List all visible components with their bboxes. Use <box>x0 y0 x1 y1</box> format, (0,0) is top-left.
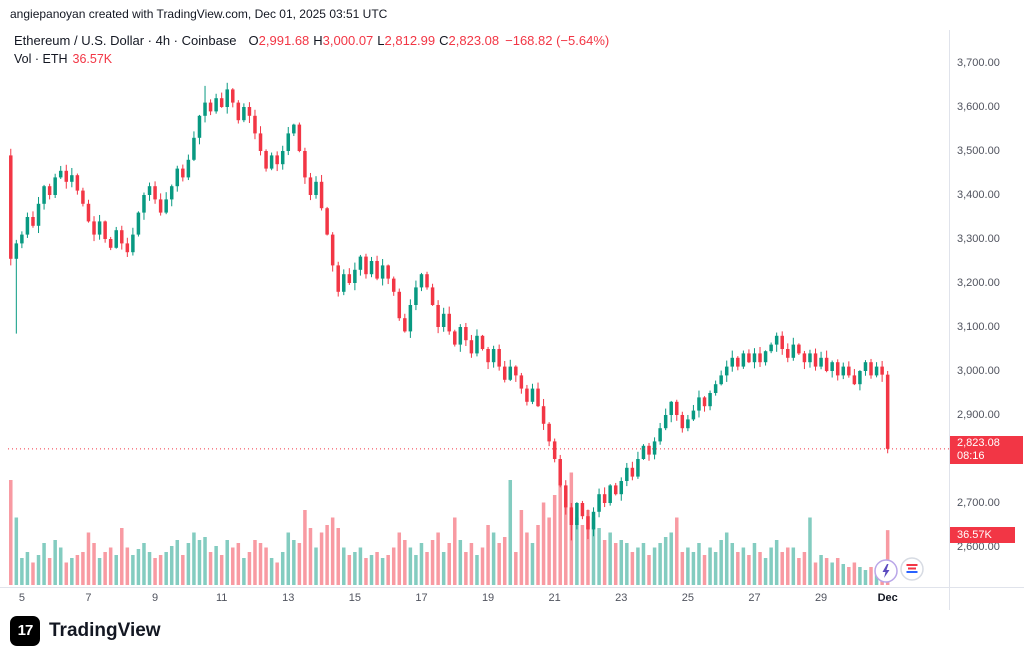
tradingview-logo-text: TradingView <box>49 620 161 641</box>
current-price-value: 2,823.08 <box>957 436 1000 449</box>
candle-countdown: 08:16 <box>957 449 985 462</box>
time-axis[interactable]: 5 7 9 11 13 15 17 19 21 23 25 27 29 Dec <box>0 588 949 612</box>
time-axis-separator <box>0 587 1024 588</box>
time-axis-label: 25 <box>681 592 694 604</box>
price-axis-label: 3,400.00 <box>957 189 1000 201</box>
time-axis-label: 9 <box>152 592 159 604</box>
attribution-text: angiepanoyan created with TradingView.co… <box>10 7 388 21</box>
change-value: −168.82 (−5.64%) <box>505 33 610 48</box>
high-label: H <box>313 33 323 48</box>
price-axis-label: 3,500.00 <box>957 145 1000 157</box>
price-axis-label: 2,600.00 <box>957 541 1000 553</box>
price-axis-label: 2,700.00 <box>957 497 1000 509</box>
time-axis-label: 19 <box>481 592 495 604</box>
volume-series <box>9 472 890 585</box>
low-label: L <box>377 33 385 48</box>
volume-value: 36.57K <box>72 52 113 66</box>
time-axis-label: 27 <box>748 592 761 604</box>
time-axis-label: 29 <box>814 592 828 604</box>
current-price-badge: 2,823.08 08:16 <box>950 435 1023 464</box>
time-axis-label: 23 <box>615 592 628 604</box>
time-axis-label: Dec <box>877 592 898 604</box>
price-axis-label: 3,600.00 <box>957 101 1000 113</box>
price-axis-label: 3,000.00 <box>957 365 1000 377</box>
price-axis-label: 3,200.00 <box>957 277 1000 289</box>
time-axis-label: 17 <box>415 592 428 604</box>
chart-event-icon[interactable] <box>900 557 924 581</box>
time-axis-label: 7 <box>85 592 92 604</box>
symbol-title[interactable]: Ethereum / U.S. Dollar · 4h · Coinbase <box>14 33 237 48</box>
volume-label[interactable]: Vol · ETH <box>14 52 68 66</box>
lightning-event-icon[interactable] <box>874 559 898 583</box>
time-axis-label: 5 <box>18 592 25 604</box>
close-value: 2,823.08 <box>448 33 500 48</box>
open-value: 2,991.68 <box>258 33 310 48</box>
close-label: C <box>439 33 449 48</box>
price-axis[interactable]: 3,700.00 3,600.00 3,500.00 3,400.00 3,300.00… <box>949 0 1024 587</box>
open-label: O <box>248 33 259 48</box>
tradingview-logo[interactable]: 17 TradingView <box>10 616 161 646</box>
high-value: 3,000.07 <box>322 33 374 48</box>
candle-series <box>9 82 890 541</box>
volume-badge: 36.57K <box>950 527 1015 543</box>
time-axis-label: 21 <box>548 592 561 604</box>
time-axis-label: 11 <box>215 592 228 604</box>
low-value: 2,812.99 <box>384 33 436 48</box>
tradingview-logo-icon: 17 <box>10 616 40 646</box>
price-axis-separator <box>949 30 950 610</box>
price-axis-label: 3,300.00 <box>957 233 1000 245</box>
price-axis-label: 2,900.00 <box>957 409 1000 421</box>
price-axis-label: 3,100.00 <box>957 321 1000 333</box>
chart-legend: Ethereum / U.S. Dollar · 4h · Coinbase O2… <box>14 33 609 66</box>
time-axis-label: 15 <box>348 592 361 604</box>
time-axis-label: 13 <box>282 592 295 604</box>
price-axis-label: 3,700.00 <box>957 57 1000 69</box>
